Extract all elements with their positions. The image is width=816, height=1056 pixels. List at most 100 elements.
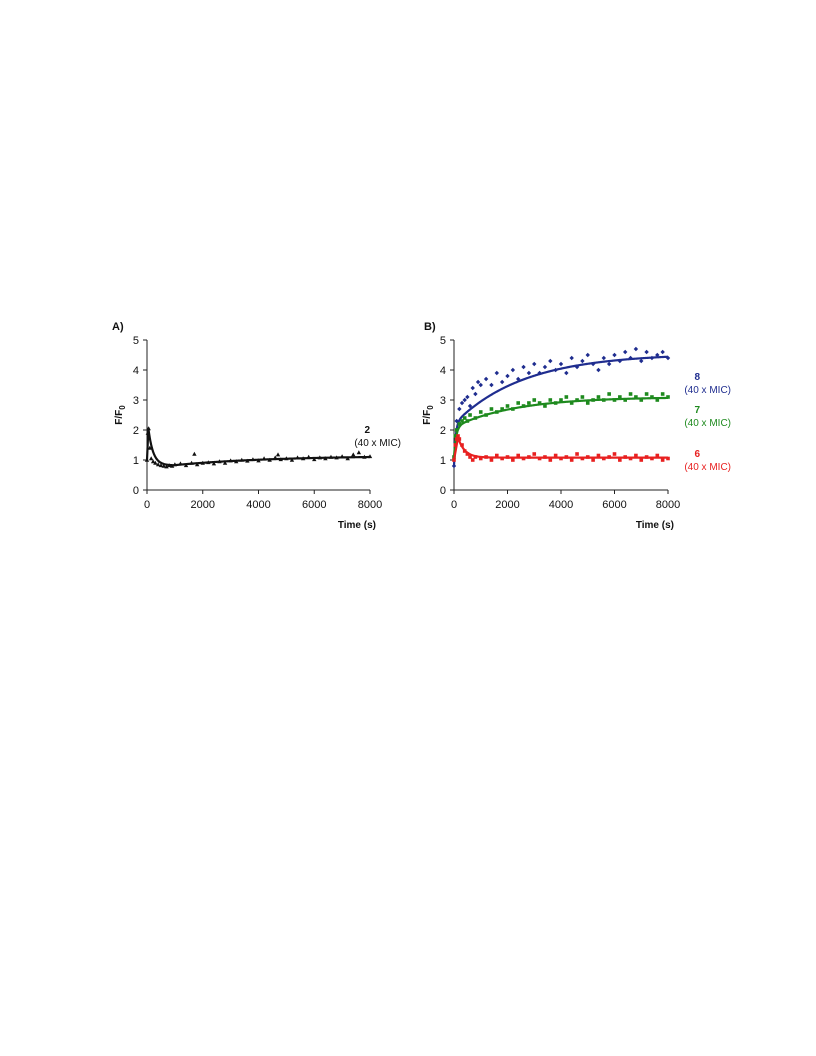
- data-point: [532, 361, 537, 367]
- data-point: [312, 457, 317, 462]
- data-point: [623, 398, 627, 402]
- series-concentration-label: (40 x MIC): [354, 438, 401, 449]
- data-point: [505, 404, 510, 408]
- data-point: [660, 349, 665, 355]
- data-point: [161, 463, 166, 468]
- x-tick-label: 2000: [495, 499, 519, 511]
- data-point: [467, 403, 473, 409]
- data-point: [462, 416, 467, 420]
- data-point: [618, 458, 622, 462]
- data-point: [639, 458, 644, 462]
- series-7: [452, 392, 670, 459]
- data-point: [639, 358, 644, 364]
- data-point: [532, 452, 537, 456]
- data-point: [483, 376, 489, 382]
- data-point: [596, 395, 601, 399]
- x-tick-label: 8000: [358, 499, 382, 511]
- data-point: [489, 407, 494, 411]
- data-point: [650, 395, 654, 399]
- x-tick-label: 4000: [549, 499, 573, 511]
- data-point: [543, 404, 547, 408]
- data-point: [500, 407, 504, 411]
- x-tick-label: 0: [144, 499, 150, 511]
- data-point: [634, 453, 638, 458]
- data-point: [510, 367, 516, 373]
- data-point: [526, 370, 532, 376]
- x-tick-label: 2000: [191, 499, 215, 511]
- data-point: [457, 406, 462, 412]
- data-point: [489, 382, 494, 388]
- x-tick-label: 6000: [302, 499, 326, 511]
- data-point: [591, 458, 595, 462]
- data-point: [580, 395, 585, 399]
- fit-line: [452, 436, 669, 461]
- y-axis-title: F/F0: [422, 405, 435, 425]
- data-point: [585, 352, 590, 358]
- data-point: [548, 358, 553, 364]
- data-point: [618, 395, 622, 399]
- data-point: [516, 376, 521, 382]
- series-label: 2: [364, 425, 370, 436]
- fit-line: [145, 427, 371, 467]
- data-point: [470, 458, 475, 462]
- data-point: [569, 355, 574, 361]
- y-tick-label: 4: [133, 365, 139, 377]
- data-point: [612, 352, 617, 358]
- y-axis-title-subscript: 0: [426, 405, 435, 410]
- data-point: [548, 398, 553, 402]
- series-2: [144, 426, 373, 469]
- y-tick-label: 0: [133, 485, 139, 497]
- data-point: [289, 457, 295, 462]
- panel-label: B): [424, 321, 436, 333]
- series-label: 6: [694, 449, 700, 460]
- series-label: 7: [694, 405, 700, 416]
- data-point: [644, 349, 649, 355]
- data-point: [564, 395, 569, 399]
- x-tick-label: 4000: [246, 499, 270, 511]
- series-6: [452, 434, 670, 462]
- data-point: [158, 463, 164, 468]
- data-point: [468, 413, 472, 417]
- x-tick-label: 8000: [656, 499, 680, 511]
- data-point: [542, 364, 548, 370]
- data-point: [628, 392, 633, 396]
- x-axis-title: Time (s): [636, 520, 674, 531]
- data-point: [564, 370, 569, 376]
- x-tick-label: 0: [451, 499, 457, 511]
- data-point: [612, 452, 617, 456]
- data-point: [465, 452, 470, 456]
- data-point: [454, 428, 459, 432]
- data-point: [478, 456, 483, 461]
- data-point: [596, 453, 601, 458]
- y-tick-label: 1: [440, 455, 446, 467]
- series-concentration-label: (40 x MIC): [684, 385, 731, 396]
- data-point: [516, 453, 520, 458]
- data-point: [655, 398, 660, 402]
- data-point: [351, 452, 356, 457]
- series-label: 8: [694, 372, 700, 383]
- data-point: [460, 419, 464, 423]
- y-tick-label: 4: [440, 365, 446, 377]
- data-point: [356, 450, 362, 455]
- y-tick-label: 3: [133, 395, 139, 407]
- data-point: [655, 453, 660, 458]
- data-point: [607, 392, 611, 396]
- data-point: [596, 367, 601, 373]
- data-point: [537, 401, 542, 405]
- y-tick-label: 5: [440, 335, 446, 347]
- data-point: [275, 452, 281, 457]
- data-point: [666, 395, 670, 399]
- data-point: [585, 401, 590, 405]
- data-point: [511, 458, 515, 462]
- data-point: [155, 462, 161, 467]
- data-point: [494, 370, 499, 376]
- series-concentration-label: (40 x MIC): [684, 462, 731, 473]
- y-axis-title: F/F0: [114, 405, 127, 425]
- data-point: [153, 460, 158, 465]
- y-tick-label: 0: [440, 485, 446, 497]
- data-point: [478, 410, 483, 414]
- data-point: [527, 401, 531, 405]
- x-tick-label: 6000: [602, 499, 626, 511]
